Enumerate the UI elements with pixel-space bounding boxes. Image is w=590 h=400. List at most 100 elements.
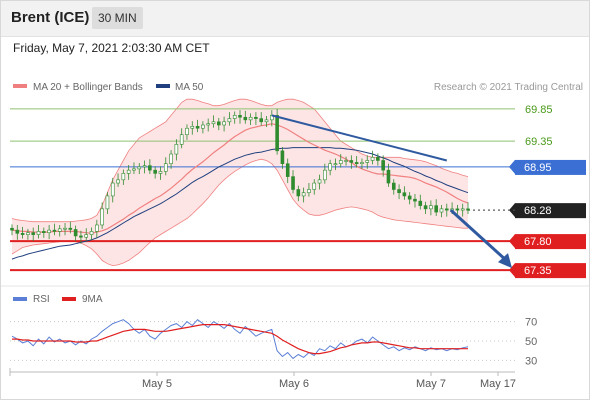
price-label-67-35: 67.35 (524, 265, 552, 277)
candle-body (116, 179, 120, 184)
candle-body (89, 231, 94, 235)
timeframe-button[interactable]: 30 MIN (92, 7, 143, 29)
candle-body (179, 134, 184, 145)
ma20-line (11, 123, 469, 234)
candle-body (259, 118, 264, 123)
chart-header: Brent (ICE) 30 MIN (0, 0, 590, 37)
candle-body (381, 160, 385, 171)
candle-body (73, 229, 78, 237)
candle-body (376, 156, 380, 161)
candle-body (185, 127, 189, 135)
legend-swatch-rsi (13, 297, 27, 301)
legend-label-ma50: MA 50 (175, 82, 204, 93)
candle-body (455, 208, 460, 211)
candle-body (264, 119, 269, 123)
candle-body (301, 192, 306, 197)
candle-body (238, 115, 242, 118)
candle-body (285, 163, 290, 177)
candle-body (216, 121, 221, 126)
legend-label-9ma: 9MA (82, 294, 103, 305)
candle-body (243, 116, 248, 121)
candle-body (142, 165, 147, 168)
candle-body (10, 227, 14, 231)
candle-body (317, 179, 322, 184)
legend-swatch-ma20 (13, 84, 27, 88)
candle-body (248, 116, 253, 121)
candle-body (312, 182, 317, 190)
candle-body (296, 189, 301, 197)
forecast-arrow-head (498, 253, 512, 269)
candle-body (100, 208, 104, 226)
candle-body (227, 118, 232, 123)
copyright-label: Research © 2021 Trading Central (434, 82, 583, 93)
rsi-ma-line (12, 324, 468, 355)
candle-body (402, 192, 407, 197)
x-tick-label-1: May 6 (279, 378, 309, 390)
candle-body (407, 195, 412, 200)
price-tag-arrow-68-95 (509, 159, 515, 174)
candle-body (360, 162, 364, 165)
candle-body (36, 231, 41, 235)
candle-body (47, 229, 51, 234)
candle-body (121, 173, 126, 181)
candle-body (57, 228, 62, 232)
legend-swatch-9ma (62, 297, 76, 301)
price-tag-67-80 (515, 234, 586, 250)
candle-body (370, 156, 375, 161)
price-tag-67-35 (515, 263, 586, 279)
candle-body (95, 224, 99, 232)
candle-body (307, 189, 311, 194)
candle-body (20, 233, 25, 235)
instrument-title: Brent (ICE) (11, 9, 90, 26)
candle-body (137, 166, 142, 170)
candle-body (413, 198, 417, 202)
candle-body (280, 150, 285, 165)
candle-body (391, 182, 396, 190)
candle-body (254, 116, 258, 119)
candle-body (63, 227, 67, 230)
candles (10, 108, 470, 244)
x-tick-label-0: May 5 (142, 378, 172, 390)
candle-body (206, 123, 210, 126)
candle-body (333, 163, 338, 166)
candle-body (444, 208, 449, 211)
rsi-tick-30: 30 (525, 355, 537, 367)
candle-body (423, 205, 428, 210)
ma50-line (11, 147, 469, 260)
candle-body (158, 171, 163, 174)
candle-body (434, 205, 438, 213)
bollinger-upper-line (11, 98, 469, 223)
candle-body (354, 162, 359, 165)
candle-body (211, 121, 216, 125)
x-tick-label-3: May 17 (480, 378, 516, 390)
candle-body (31, 232, 36, 235)
candle-body (79, 235, 83, 238)
candle-body (84, 234, 89, 238)
price-tag-arrow-68-28 (509, 203, 515, 218)
candle-body (132, 168, 136, 171)
candle-body (397, 189, 401, 194)
chart-datetime: Friday, May 7, 2021 2:03:30 AM CET (13, 41, 210, 55)
candle-body (418, 200, 423, 206)
candle-body (338, 160, 343, 165)
candle-body (460, 208, 465, 211)
price-label-68-28: 68.28 (524, 205, 552, 217)
candle-body (344, 160, 348, 162)
candle-body (291, 176, 295, 190)
candle-body (439, 208, 444, 213)
candle-body (222, 121, 226, 126)
candle-body (323, 169, 327, 181)
candle-body (105, 195, 110, 210)
candle-body (386, 169, 391, 184)
candle-body (148, 165, 152, 171)
candle-body (429, 205, 433, 210)
forecast-arrow-shaft (449, 209, 508, 262)
legend-label-ma20: MA 20 + Bollinger Bands (33, 82, 143, 93)
price-label-67-80: 67.80 (524, 236, 552, 248)
candle-body (26, 232, 30, 235)
candle-body (68, 227, 73, 230)
legend-swatch-ma50 (156, 84, 170, 88)
price-label-69-35: 69.35 (525, 136, 553, 148)
bollinger-lower-line (11, 158, 468, 267)
